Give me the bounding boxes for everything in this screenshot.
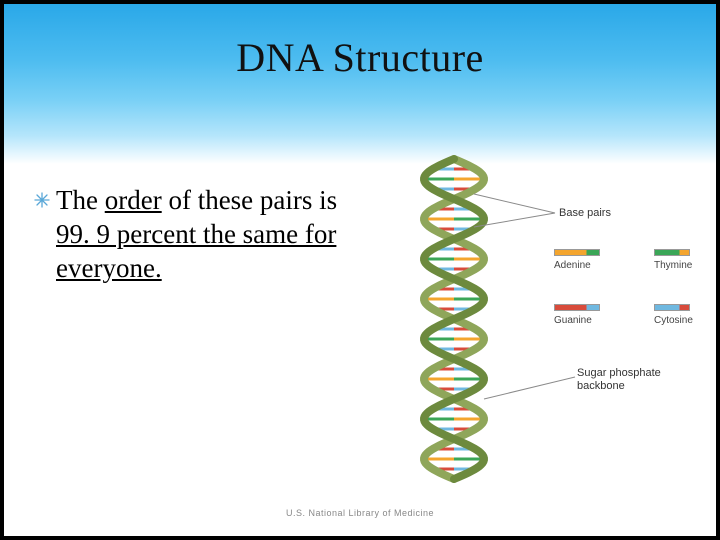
asterisk-icon xyxy=(34,192,50,213)
legend-label: Guanine xyxy=(554,315,592,326)
backbone-label-line1: Sugar phosphate xyxy=(577,367,661,380)
attribution: U.S. National Library of Medicine xyxy=(4,508,716,518)
dna-diagram: Base pairs Sugar phosphate backbone Aden… xyxy=(379,149,704,494)
legend-item: Guanine xyxy=(554,304,600,326)
bullet-text-pre: The xyxy=(56,185,105,215)
backbone-label-line2: backbone xyxy=(577,380,661,393)
legend-label: Adenine xyxy=(554,260,591,271)
legend-item: Thymine xyxy=(654,249,692,271)
bullet-text-mid: of these pairs is xyxy=(162,185,337,215)
bullet-text: The order of these pairs is 99. 9 percen… xyxy=(56,184,364,285)
legend-bar xyxy=(654,249,690,256)
slide: DNA Structure The order of these pairs i… xyxy=(4,4,716,536)
legend-item: Adenine xyxy=(554,249,600,271)
bullet-text-u2: 99. 9 percent the same for everyone. xyxy=(56,219,336,283)
backbone-label: Sugar phosphate backbone xyxy=(577,367,661,392)
bullet-text-u1: order xyxy=(105,185,162,215)
page-title: DNA Structure xyxy=(4,34,716,81)
base-pairs-label: Base pairs xyxy=(559,207,611,219)
legend-item: Cytosine xyxy=(654,304,693,326)
legend-bar xyxy=(654,304,690,311)
legend-label: Thymine xyxy=(654,260,692,271)
legend-bar xyxy=(554,249,600,256)
header-band xyxy=(4,4,716,164)
legend-label: Cytosine xyxy=(654,315,693,326)
legend-bar xyxy=(554,304,600,311)
bullet-item: The order of these pairs is 99. 9 percen… xyxy=(34,184,364,285)
